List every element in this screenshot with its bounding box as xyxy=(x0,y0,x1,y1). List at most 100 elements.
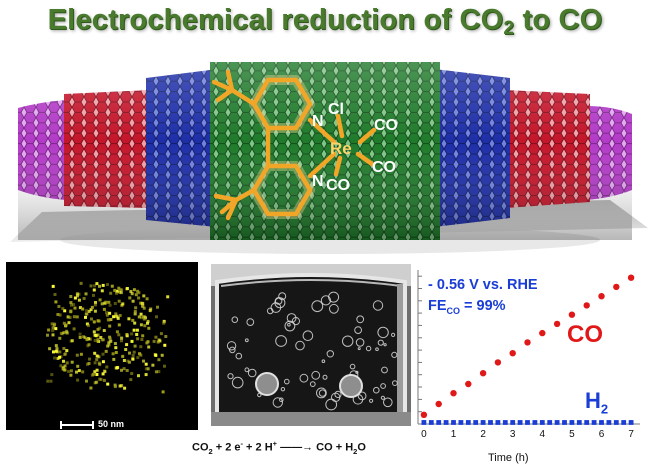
eds-pixel xyxy=(156,305,159,309)
h2-data-point xyxy=(532,420,538,425)
eds-pixel xyxy=(113,342,117,345)
eds-pixel xyxy=(166,295,170,299)
eds-pixel xyxy=(139,323,143,327)
eds-pixel xyxy=(108,324,112,328)
bubble xyxy=(316,387,327,399)
eds-pixel xyxy=(112,357,116,361)
eds-pixel xyxy=(89,386,93,390)
nanotube xyxy=(18,62,632,240)
eds-pixel xyxy=(130,292,134,296)
bubble xyxy=(311,370,321,380)
eds-pixel xyxy=(90,305,94,309)
chloride-label: Cl xyxy=(328,101,344,118)
bubble xyxy=(302,330,314,341)
eds-pixel xyxy=(163,364,166,368)
co-data-point xyxy=(450,390,457,397)
carbonyl-label-2: CO xyxy=(372,159,396,176)
eds-pixel xyxy=(93,303,97,307)
h2-data-point xyxy=(628,420,634,425)
eds-pixel xyxy=(62,359,65,363)
eds-pixel xyxy=(58,350,62,354)
bubble xyxy=(329,303,339,314)
eds-pixel xyxy=(99,336,103,339)
eds-pixel xyxy=(104,300,108,304)
eds-pixel xyxy=(162,321,166,325)
eds-pixel xyxy=(55,347,59,351)
eds-pixel xyxy=(117,286,121,290)
eds-pixel xyxy=(125,343,129,347)
eds-pixel xyxy=(101,352,105,356)
eds-pixel xyxy=(65,361,69,365)
eds-pixel xyxy=(138,352,141,356)
eds-pixel xyxy=(79,352,83,356)
h2-data-point xyxy=(458,420,464,425)
eds-pixel xyxy=(115,289,119,293)
eds-pixel xyxy=(78,332,82,336)
bubble xyxy=(266,307,274,315)
bubble xyxy=(365,345,372,352)
eds-pixel xyxy=(117,333,121,337)
eds-pixel xyxy=(155,315,158,319)
x-tick-label: 5 xyxy=(569,429,575,440)
x-tick-label: 3 xyxy=(510,429,516,440)
eds-pixel xyxy=(63,368,67,372)
bubble xyxy=(272,397,284,408)
eds-pixel xyxy=(87,324,90,328)
eds-pixel xyxy=(97,355,101,359)
bubble xyxy=(349,363,356,370)
eds-pixel xyxy=(79,281,83,285)
eds-pixel xyxy=(129,378,133,382)
eds-pixel xyxy=(154,335,158,339)
bubble xyxy=(377,326,389,339)
eds-pixel xyxy=(69,310,73,314)
eds-pixel xyxy=(63,352,67,356)
bubble xyxy=(235,352,243,360)
bubble xyxy=(380,395,385,400)
eds-pixel xyxy=(66,315,70,319)
bubble xyxy=(280,387,286,392)
eds-pixel xyxy=(78,306,82,310)
x-tick-label: 7 xyxy=(628,429,634,440)
eds-pixel xyxy=(131,318,135,322)
eds-pixel xyxy=(73,306,77,310)
h2-data-point xyxy=(502,420,508,425)
co-series-label: CO xyxy=(567,321,603,348)
eds-pixel xyxy=(88,357,91,361)
bubble xyxy=(391,332,396,338)
eds-pixel xyxy=(112,315,116,319)
eds-pixel xyxy=(113,288,117,292)
h2-data-point xyxy=(480,420,486,425)
nitrogen-label-top: N xyxy=(312,113,324,130)
eds-pixel xyxy=(130,332,134,336)
co-data-point xyxy=(494,359,502,366)
eds-pixel xyxy=(141,334,145,338)
eds-pixel xyxy=(134,306,138,310)
eds-pixel xyxy=(109,339,113,343)
carbonyl-label-3: CO xyxy=(326,177,350,194)
eds-pixel xyxy=(106,382,110,386)
eds-pixel xyxy=(96,337,100,341)
h2-data-point xyxy=(569,420,575,425)
bubble xyxy=(291,317,301,326)
eds-pixel xyxy=(68,316,72,319)
h2-data-point xyxy=(525,420,530,425)
re-bipyridine-complex xyxy=(211,69,377,221)
eds-pixel xyxy=(145,297,149,301)
eds-pixel xyxy=(136,337,140,341)
x-tick-label: 2 xyxy=(480,429,486,440)
co-data-point xyxy=(553,320,561,328)
eds-pixel xyxy=(120,368,123,372)
x-axis-title: Time (h) xyxy=(488,452,529,464)
eds-pixel xyxy=(48,347,52,351)
eds-pixel xyxy=(53,293,57,296)
bubble xyxy=(299,373,309,383)
eds-pixel xyxy=(149,307,153,311)
eds-pixel xyxy=(120,339,123,343)
eds-pixel xyxy=(102,329,106,332)
eds-pixel xyxy=(122,359,126,362)
eds-pixel xyxy=(142,317,146,321)
eds-pixel xyxy=(63,368,67,372)
eds-pixel xyxy=(82,297,86,300)
eds-pixel xyxy=(107,300,111,304)
product-chart: 0 1 2 3 4 5 6 7 xyxy=(417,270,640,440)
